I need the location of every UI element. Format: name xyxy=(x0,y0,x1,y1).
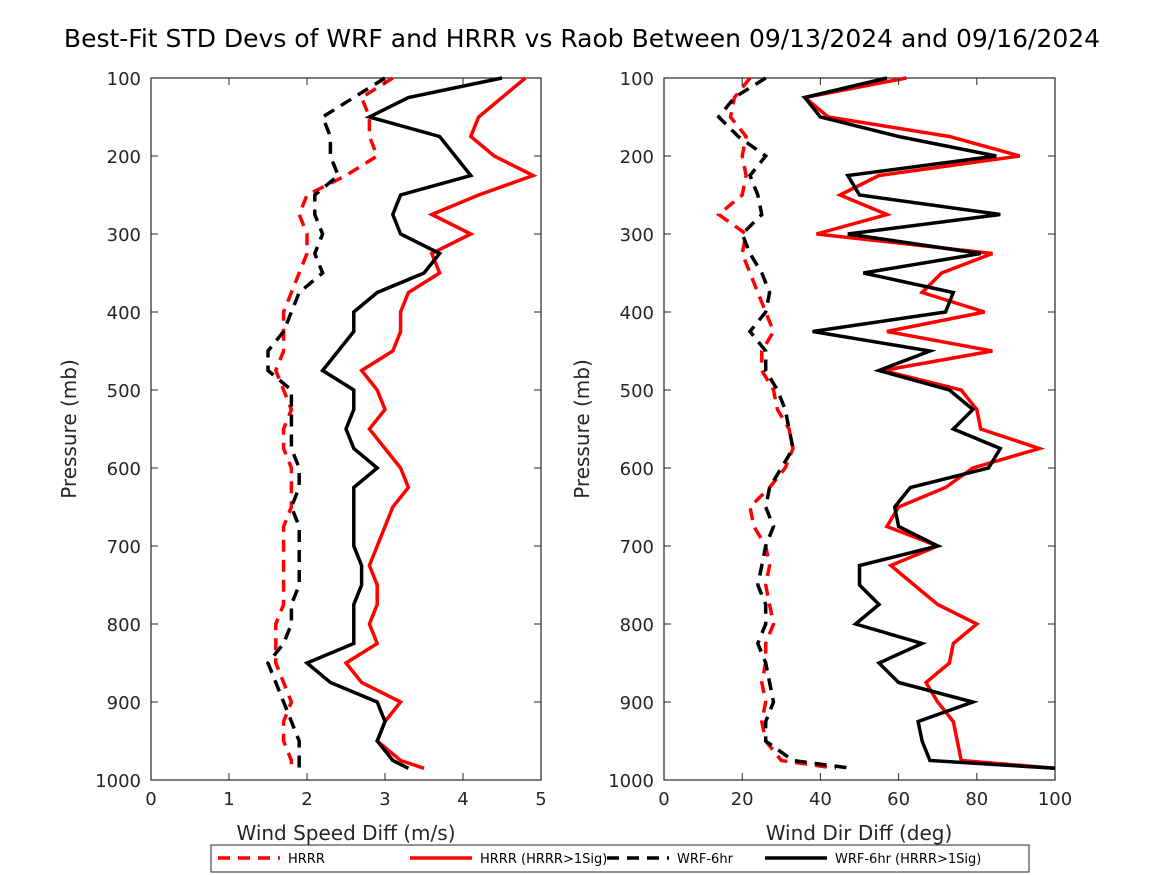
y-tick-label: 900 xyxy=(620,693,654,714)
x-tick-label: 5 xyxy=(535,789,546,810)
y-tick-label: 100 xyxy=(620,69,654,90)
y-tick-label: 800 xyxy=(107,615,141,636)
chart-title: Best-Fit STD Devs of WRF and HRRR vs Rao… xyxy=(64,24,1100,53)
y-tick-label: 1000 xyxy=(95,771,141,792)
y-tick-label: 600 xyxy=(620,459,654,480)
y-tick-label: 900 xyxy=(107,693,141,714)
y-tick-label: 700 xyxy=(620,537,654,558)
legend-label-wrf-6hr: WRF-6hr xyxy=(677,852,734,867)
x-tick-label: 20 xyxy=(731,789,754,810)
wind-direction-panel: 0 20 40 60 80 100 100 200 300 400 500 600 700 800 900 1… xyxy=(570,69,1072,845)
x-tick-label: 1 xyxy=(223,789,234,810)
y-tick-label: 700 xyxy=(107,537,141,558)
legend-label-wrf-6hr-hrrr-1sig: WRF-6hr (HRRR>1Sig) xyxy=(835,852,981,867)
y-tick-label: 400 xyxy=(107,303,141,324)
x-tick-label: 4 xyxy=(457,789,468,810)
x-tick-label: 0 xyxy=(658,789,669,810)
series-line-wrf-6hr-hrrr-1sig xyxy=(801,76,1056,771)
plot-area xyxy=(150,77,542,781)
legend-label-hrrr: HRRR xyxy=(288,852,325,867)
series-line-wrf-6hr xyxy=(716,76,852,771)
x-axis-label: Wind Dir Diff (deg) xyxy=(766,821,953,845)
series-line-hrrr xyxy=(273,76,394,769)
legend-box xyxy=(210,844,1030,873)
y-tick-label: 1000 xyxy=(608,771,654,792)
x-tick-label: 100 xyxy=(1038,789,1072,810)
y-axis-label: Pressure (mb) xyxy=(57,359,81,499)
wind-speed-panel: 0 1 2 3 4 5 100 200 300 400 500 600 700 800 900 1000 Wi… xyxy=(57,69,547,845)
x-tick-label: 2 xyxy=(301,789,312,810)
y-tick-label: 100 xyxy=(107,69,141,90)
x-tick-label: 40 xyxy=(809,789,832,810)
x-tick-label: 80 xyxy=(965,789,988,810)
series-line-hrrr xyxy=(715,76,837,771)
x-tick-label: 0 xyxy=(145,789,156,810)
series-line-hrrr-hrrr-1sig xyxy=(343,76,538,770)
y-tick-label: 600 xyxy=(107,459,141,480)
x-tick-label: 60 xyxy=(887,789,910,810)
legend: HRRR HRRR (HRRR>1Sig) WRF-6hr WRF-6hr (HRRR… xyxy=(210,844,1030,873)
series-line-wrf-6hr xyxy=(265,76,386,769)
y-axis-label: Pressure (mb) xyxy=(570,359,594,499)
series-line-wrf-6hr-hrrr-1sig xyxy=(303,76,503,770)
y-tick-label: 400 xyxy=(620,303,654,324)
y-tick-label: 500 xyxy=(620,381,654,402)
x-tick-label: 3 xyxy=(379,789,390,810)
y-tick-label: 200 xyxy=(620,147,654,168)
y-tick-label: 500 xyxy=(107,381,141,402)
plot-area xyxy=(663,77,1056,781)
y-tick-label: 300 xyxy=(107,225,141,246)
y-tick-label: 200 xyxy=(107,147,141,168)
y-tick-label: 300 xyxy=(620,225,654,246)
x-axis-label: Wind Speed Diff (m/s) xyxy=(236,821,455,845)
series-line-hrrr-hrrr-1sig xyxy=(800,76,1056,771)
y-tick-label: 800 xyxy=(620,615,654,636)
legend-label-hrrr-hrrr-1sig: HRRR (HRRR>1Sig) xyxy=(480,852,607,867)
